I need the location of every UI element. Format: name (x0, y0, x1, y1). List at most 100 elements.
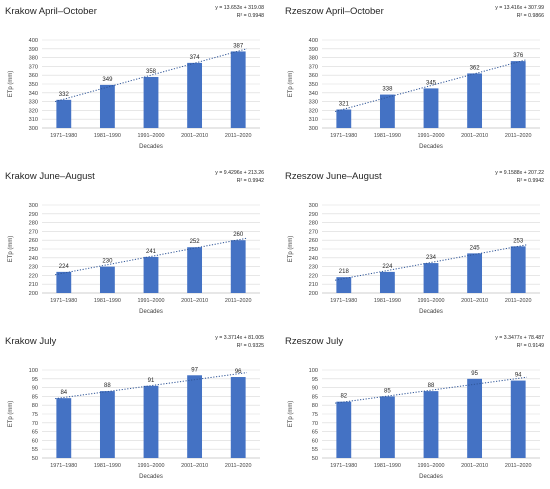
trendline (334, 244, 528, 281)
data-label: 345 (426, 80, 437, 86)
bar (187, 375, 203, 458)
x-axis-title: Decades (139, 309, 163, 315)
y-tick-label: 220 (309, 273, 318, 279)
x-tick-label: 2001–2010 (461, 133, 488, 139)
data-label: 376 (513, 53, 524, 59)
y-tick-label: 60 (32, 438, 38, 444)
y-tick-label: 360 (309, 73, 318, 79)
bar (99, 266, 115, 293)
chart-panel: Rzeszow July y = 3.3477x + 78.487 R² = 0.9… (285, 335, 544, 480)
y-tick-label: 70 (312, 421, 318, 427)
x-tick-label: 2011–2020 (225, 463, 252, 469)
chart-panel: Krakow July y = 3.3714x + 81.005 R² = 0.93… (5, 335, 264, 480)
trendline-equation: y = 13.416x + 307.99 (495, 5, 544, 11)
x-tick-label: 1981–1990 (374, 463, 401, 469)
bar (56, 99, 72, 128)
x-tick-label: 1981–1990 (374, 133, 401, 139)
bar (56, 398, 72, 458)
data-label: 241 (146, 249, 157, 255)
bar (143, 256, 159, 293)
data-label: 84 (60, 390, 67, 396)
x-tick-label: 1971–1980 (330, 463, 357, 469)
x-tick-label: 2001–2010 (181, 133, 208, 139)
y-tick-label: 65 (32, 430, 38, 436)
trendline (334, 59, 528, 113)
y-tick-label: 65 (312, 430, 318, 436)
data-label: 338 (382, 87, 393, 93)
x-axis-title: Decades (139, 474, 163, 480)
x-tick-label: 1971–1980 (330, 133, 357, 139)
trendline-equation: y = 13.653x + 319.08 (215, 5, 264, 11)
bar (510, 246, 526, 293)
x-tick-label: 1971–1980 (330, 298, 357, 304)
y-tick-label: 390 (309, 47, 318, 53)
data-label: 218 (339, 269, 350, 275)
data-label: 260 (233, 232, 244, 238)
data-label: 358 (146, 69, 157, 75)
y-tick-label: 320 (309, 108, 318, 114)
y-tick-label: 400 (29, 38, 38, 44)
r-squared-label: R² = 0.9948 (237, 13, 264, 19)
y-tick-label: 95 (312, 377, 318, 383)
y-tick-label: 80 (312, 403, 318, 409)
x-tick-label: 2001–2010 (461, 463, 488, 469)
y-tick-label: 370 (29, 64, 38, 70)
y-axis-title: ETp (mm) (8, 236, 14, 263)
bar (187, 247, 203, 293)
x-tick-label: 1991–2000 (418, 298, 445, 304)
y-tick-label: 220 (29, 273, 38, 279)
x-tick-label: 2011–2020 (505, 463, 532, 469)
y-tick-label: 330 (29, 100, 38, 106)
y-tick-label: 370 (309, 64, 318, 70)
data-label: 252 (190, 239, 201, 245)
y-tick-label: 400 (309, 38, 318, 44)
bar (423, 391, 439, 458)
chart-title: Krakow April–October (5, 6, 97, 17)
data-label: 374 (190, 55, 201, 61)
data-label: 88 (428, 383, 435, 389)
r-squared-label: R² = 0.9866 (517, 13, 544, 19)
y-tick-label: 350 (309, 82, 318, 88)
x-tick-label: 1971–1980 (50, 133, 77, 139)
y-tick-label: 250 (309, 247, 318, 253)
y-tick-label: 350 (29, 82, 38, 88)
bar (467, 253, 483, 293)
chart-panel: Rzeszow June–August y = 9.1588x + 207.22 R… (285, 170, 544, 315)
r-squared-label: R² = 0.9149 (517, 343, 544, 349)
trendline-equation: y = 3.3714x + 81.005 (215, 335, 264, 341)
y-tick-label: 240 (29, 256, 38, 262)
y-tick-label: 270 (29, 229, 38, 235)
bar (379, 396, 395, 458)
x-tick-label: 1981–1990 (374, 298, 401, 304)
x-axis-title: Decades (419, 144, 443, 150)
chart-title: Rzeszow April–October (285, 6, 384, 17)
y-tick-label: 260 (309, 238, 318, 244)
y-tick-label: 380 (29, 56, 38, 62)
y-tick-label: 75 (32, 412, 38, 418)
trendline-equation: y = 9.1588x + 207.22 (495, 170, 544, 176)
data-label: 97 (191, 367, 198, 373)
data-label: 95 (471, 371, 478, 377)
data-label: 91 (148, 378, 155, 384)
y-tick-label: 270 (309, 229, 318, 235)
x-tick-label: 2001–2010 (181, 463, 208, 469)
data-label: 234 (426, 255, 437, 261)
y-tick-label: 380 (309, 56, 318, 62)
y-tick-label: 80 (32, 403, 38, 409)
data-label: 387 (233, 43, 244, 49)
x-axis-title: Decades (139, 144, 163, 150)
x-tick-label: 1971–1980 (50, 298, 77, 304)
y-tick-label: 95 (32, 377, 38, 383)
bar (187, 62, 203, 128)
chart-title: Rzeszow July (285, 336, 343, 347)
y-tick-label: 70 (32, 421, 38, 427)
x-tick-label: 2001–2010 (461, 298, 488, 304)
trendline-equation: y = 3.3477x + 78.487 (495, 335, 544, 341)
y-tick-label: 230 (29, 265, 38, 271)
data-label: 224 (59, 264, 70, 270)
y-tick-label: 240 (309, 256, 318, 262)
bar (143, 385, 159, 458)
bar (56, 271, 72, 293)
y-tick-label: 300 (309, 203, 318, 209)
y-tick-label: 230 (309, 265, 318, 271)
